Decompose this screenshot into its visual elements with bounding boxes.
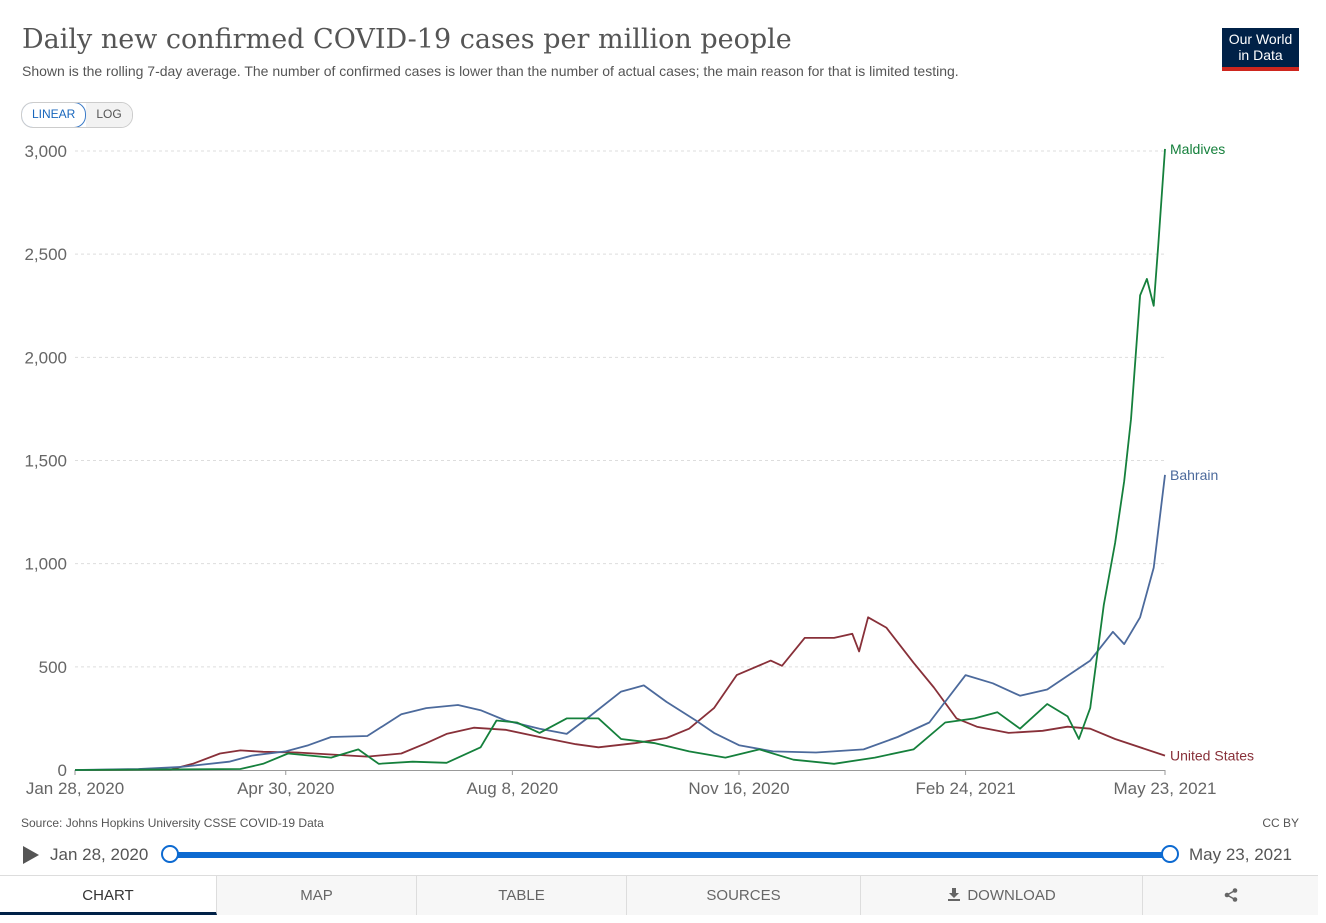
tab-table[interactable]: TABLE: [417, 876, 627, 915]
owid-logo[interactable]: Our World in Data: [1222, 28, 1299, 71]
y-tick-label: 500: [39, 658, 67, 677]
play-icon[interactable]: [23, 846, 39, 864]
y-tick-label: 1,500: [24, 452, 67, 471]
timeline-end-label: May 23, 2021: [1189, 845, 1293, 864]
timeline-start-label: Jan 28, 2020: [50, 845, 149, 864]
tab-chart[interactable]: CHART: [0, 876, 217, 915]
tab-bar: CHART MAP TABLE SOURCES DOWNLOAD: [0, 875, 1318, 916]
x-tick-label: Nov 16, 2020: [688, 779, 789, 798]
page-subtitle: Shown is the rolling 7-day average. The …: [22, 63, 959, 79]
series-line-maldives: [74, 148, 1166, 771]
logo-line-2: in Data: [1238, 47, 1283, 63]
series-label-bahrain: Bahrain: [1170, 467, 1218, 483]
timeline-track[interactable]: [170, 852, 1170, 858]
tab-sources[interactable]: SOURCES: [627, 876, 861, 915]
x-tick-label: Apr 30, 2020: [237, 779, 334, 798]
tab-download-label: DOWNLOAD: [967, 887, 1056, 904]
share-icon: [1224, 888, 1237, 902]
timeline-end-handle[interactable]: [1161, 845, 1179, 863]
tab-sources-label: SOURCES: [706, 887, 781, 904]
y-tick-label: 1,000: [24, 555, 67, 574]
linear-scale-button[interactable]: LINEAR: [21, 103, 87, 127]
x-tick-label: Jan 28, 2020: [26, 779, 124, 798]
tab-chart-label: CHART: [82, 887, 134, 904]
line-chart: 0 500 1,000 1,500 2,000 2,500 3,000 Jan 28, 202…: [24, 141, 1254, 798]
log-scale-button[interactable]: LOG: [86, 103, 132, 127]
tab-table-label: TABLE: [498, 887, 545, 904]
x-tick-label: Feb 24, 2021: [915, 779, 1015, 798]
series-line-bahrain: [74, 474, 1166, 771]
logo-line-1: Our World: [1228, 31, 1293, 47]
series-label-maldives: Maldives: [1170, 141, 1225, 157]
y-tick-label: 2,500: [24, 245, 67, 264]
timeline: Jan 28, 2020 May 23, 2021: [20, 842, 1310, 868]
timeline-start-handle[interactable]: [161, 845, 179, 863]
license-link[interactable]: CC BY: [1262, 816, 1299, 830]
series-line-united-states: [74, 616, 1166, 771]
y-tick-label: 2,000: [24, 348, 67, 367]
tab-map-label: MAP: [300, 887, 333, 904]
tab-download[interactable]: DOWNLOAD: [861, 876, 1143, 915]
scale-toggle: LINEAR LOG: [21, 102, 133, 128]
tab-share[interactable]: [1143, 876, 1318, 915]
y-tick-label: 0: [58, 761, 67, 780]
tab-map[interactable]: MAP: [217, 876, 417, 915]
logo-accent-bar: [1222, 67, 1299, 71]
y-tick-label: 3,000: [24, 142, 67, 161]
source-note[interactable]: Source: Johns Hopkins University CSSE CO…: [21, 816, 324, 830]
page-title: Daily new confirmed COVID-19 cases per m…: [22, 24, 792, 55]
download-icon: [948, 888, 961, 901]
x-tick-label: May 23, 2021: [1113, 779, 1216, 798]
series-label-united-states: United States: [1170, 748, 1254, 764]
x-tick-label: Aug 8, 2020: [467, 779, 559, 798]
